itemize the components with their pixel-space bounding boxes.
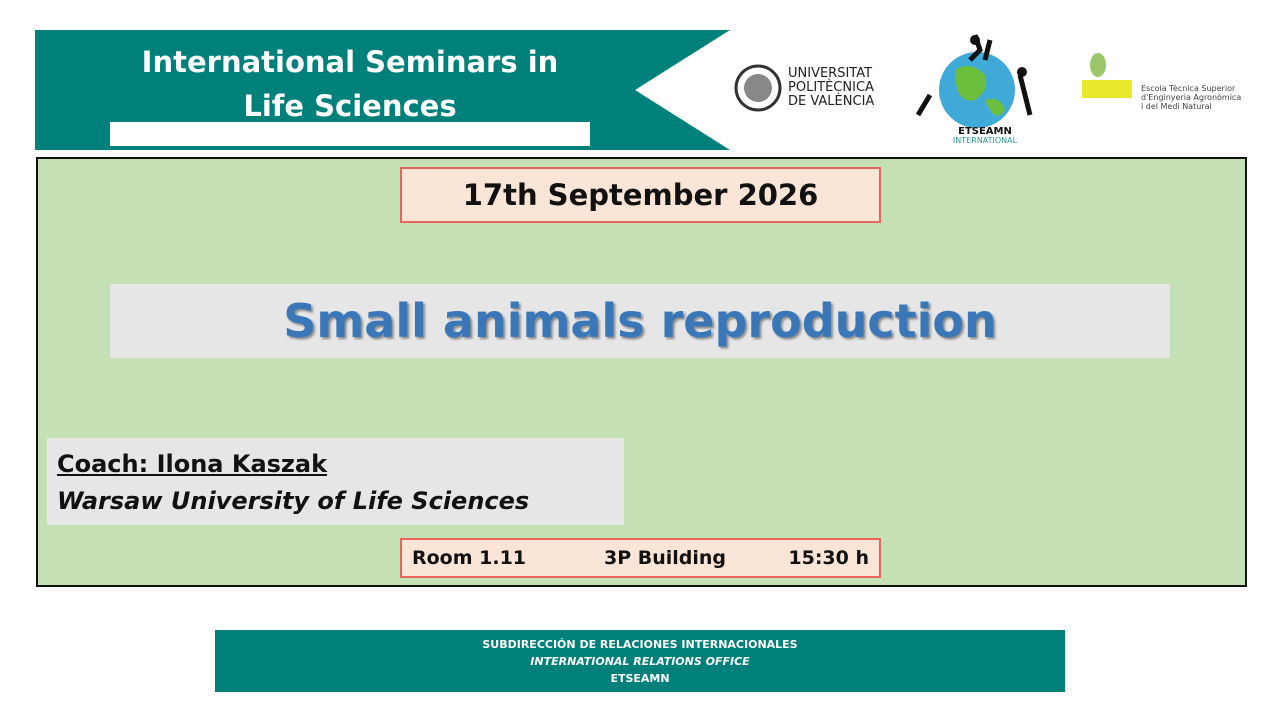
footer-line: SUBDIRECCIÓN DE RELACIONES INTERNACIONAL…: [482, 638, 798, 651]
coach-box: Coach: Ilona Kaszak Warsaw University of…: [47, 438, 624, 525]
header-title: International Seminars in Life Sciences: [110, 40, 590, 128]
header-title-line: International Seminars in: [141, 45, 559, 79]
upv-line: DE VALÈNCIA: [788, 93, 874, 109]
school-line: Escola Tècnica Superior: [1141, 83, 1236, 93]
globe-land: [955, 66, 1005, 116]
seminar-title: Small animals reproduction: [110, 284, 1170, 358]
header-white-bar: [110, 122, 590, 146]
upv-seal-inner: [744, 74, 772, 102]
school-logo-leaf: [1090, 53, 1106, 77]
header-title-line: Life Sciences: [243, 89, 457, 123]
etseamn-sub: INTERNATIONAL: [953, 136, 1018, 145]
kid-head: [1017, 67, 1027, 77]
upv-line: POLITÈCNICA: [788, 79, 874, 95]
school-logo-bar: [1082, 80, 1132, 98]
date: 17th September 2026: [400, 167, 881, 223]
etseamn-label: ETSEAMN: [958, 126, 1012, 137]
building: 3P Building: [604, 547, 727, 569]
footer: SUBDIRECCIÓN DE RELACIONES INTERNACIONAL…: [215, 630, 1065, 692]
header-banner: [35, 30, 730, 150]
footer-line: INTERNATIONAL RELATIONS OFFICE: [530, 655, 750, 668]
room: Room 1.11: [412, 547, 527, 569]
kid-head: [970, 35, 980, 45]
coach-name: Coach: Ilona Kaszak: [57, 450, 328, 478]
kids-figures: [915, 34, 1033, 117]
footer-line: ETSEAMN: [610, 672, 670, 685]
school-line: d'Enginyeria Agronòmica: [1141, 92, 1241, 102]
header-graphics: UNIVERSITAT POLITÈCNICA DE VALÈNCIA ETSE…: [35, 30, 1241, 150]
coach-institution: Warsaw University of Life Sciences: [57, 487, 530, 515]
school-line: i del Medi Natural: [1141, 102, 1212, 111]
time: 15:30 h: [788, 547, 869, 569]
upv-line: UNIVERSITAT: [788, 66, 872, 81]
details-box: Room 1.11 3P Building 15:30 h: [400, 538, 881, 578]
